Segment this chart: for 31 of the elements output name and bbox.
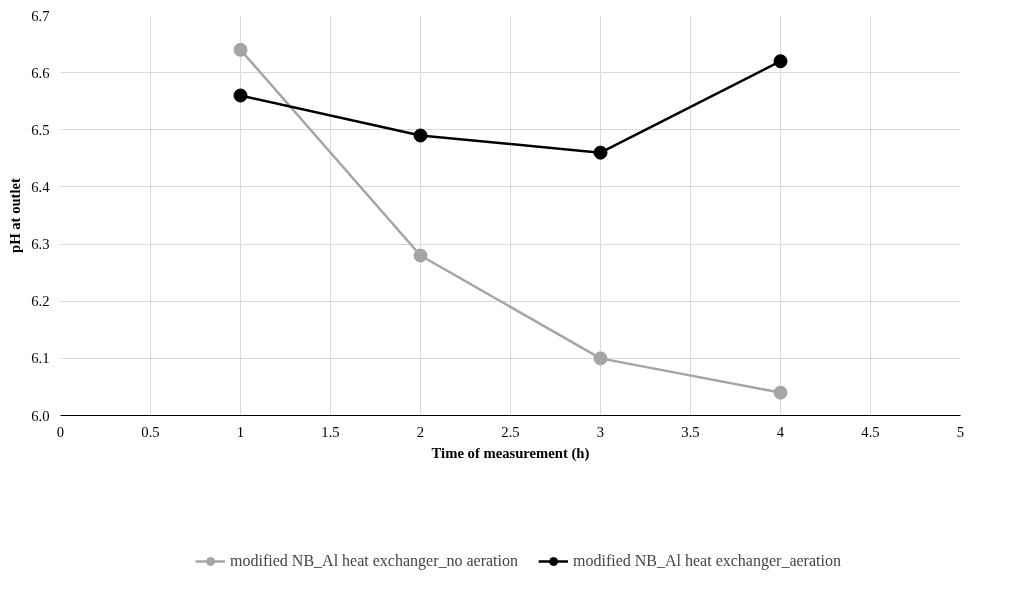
x-tick-label: 4.5 [861, 423, 880, 440]
x-tick-label: 0 [56, 423, 65, 440]
x-tick-label: 1 [236, 423, 245, 440]
y-tick-label: 6.0 [31, 407, 50, 424]
x-tick-label: 3 [596, 423, 605, 440]
point [413, 128, 428, 143]
y-tick-label: 6.3 [31, 236, 50, 253]
y-tick-label: 6.6 [31, 64, 50, 81]
y-tick-label: 6.4 [31, 178, 51, 195]
point [413, 248, 428, 263]
point [593, 351, 608, 366]
x-tick-label: 0.5 [141, 423, 160, 440]
y-axis-title: pH at outlet [7, 177, 24, 253]
point [773, 385, 788, 400]
x-tick-label: 2 [416, 423, 425, 440]
x-tick-label: 1.5 [321, 423, 340, 440]
x-axis-title: Time of measurement (h) [431, 444, 590, 462]
x-tick-label: 2.5 [501, 423, 520, 440]
legend-label: modified NB_Al heat exchanger_no aeration [230, 550, 518, 571]
x-tick-label: 3.5 [681, 423, 700, 440]
y-tick-label: 6.1 [31, 350, 50, 367]
point [773, 54, 788, 69]
y-tick-label: 6.5 [31, 121, 50, 138]
point [233, 42, 248, 57]
x-tick-label: 5 [956, 423, 965, 440]
point [233, 88, 248, 103]
x-tick-label: 4 [776, 423, 785, 440]
legend-label: modified NB_Al heat exchanger_aeration [573, 550, 841, 571]
y-tick-label: 6.2 [31, 293, 50, 310]
point [593, 145, 608, 160]
y-tick-label: 6.7 [31, 7, 50, 24]
